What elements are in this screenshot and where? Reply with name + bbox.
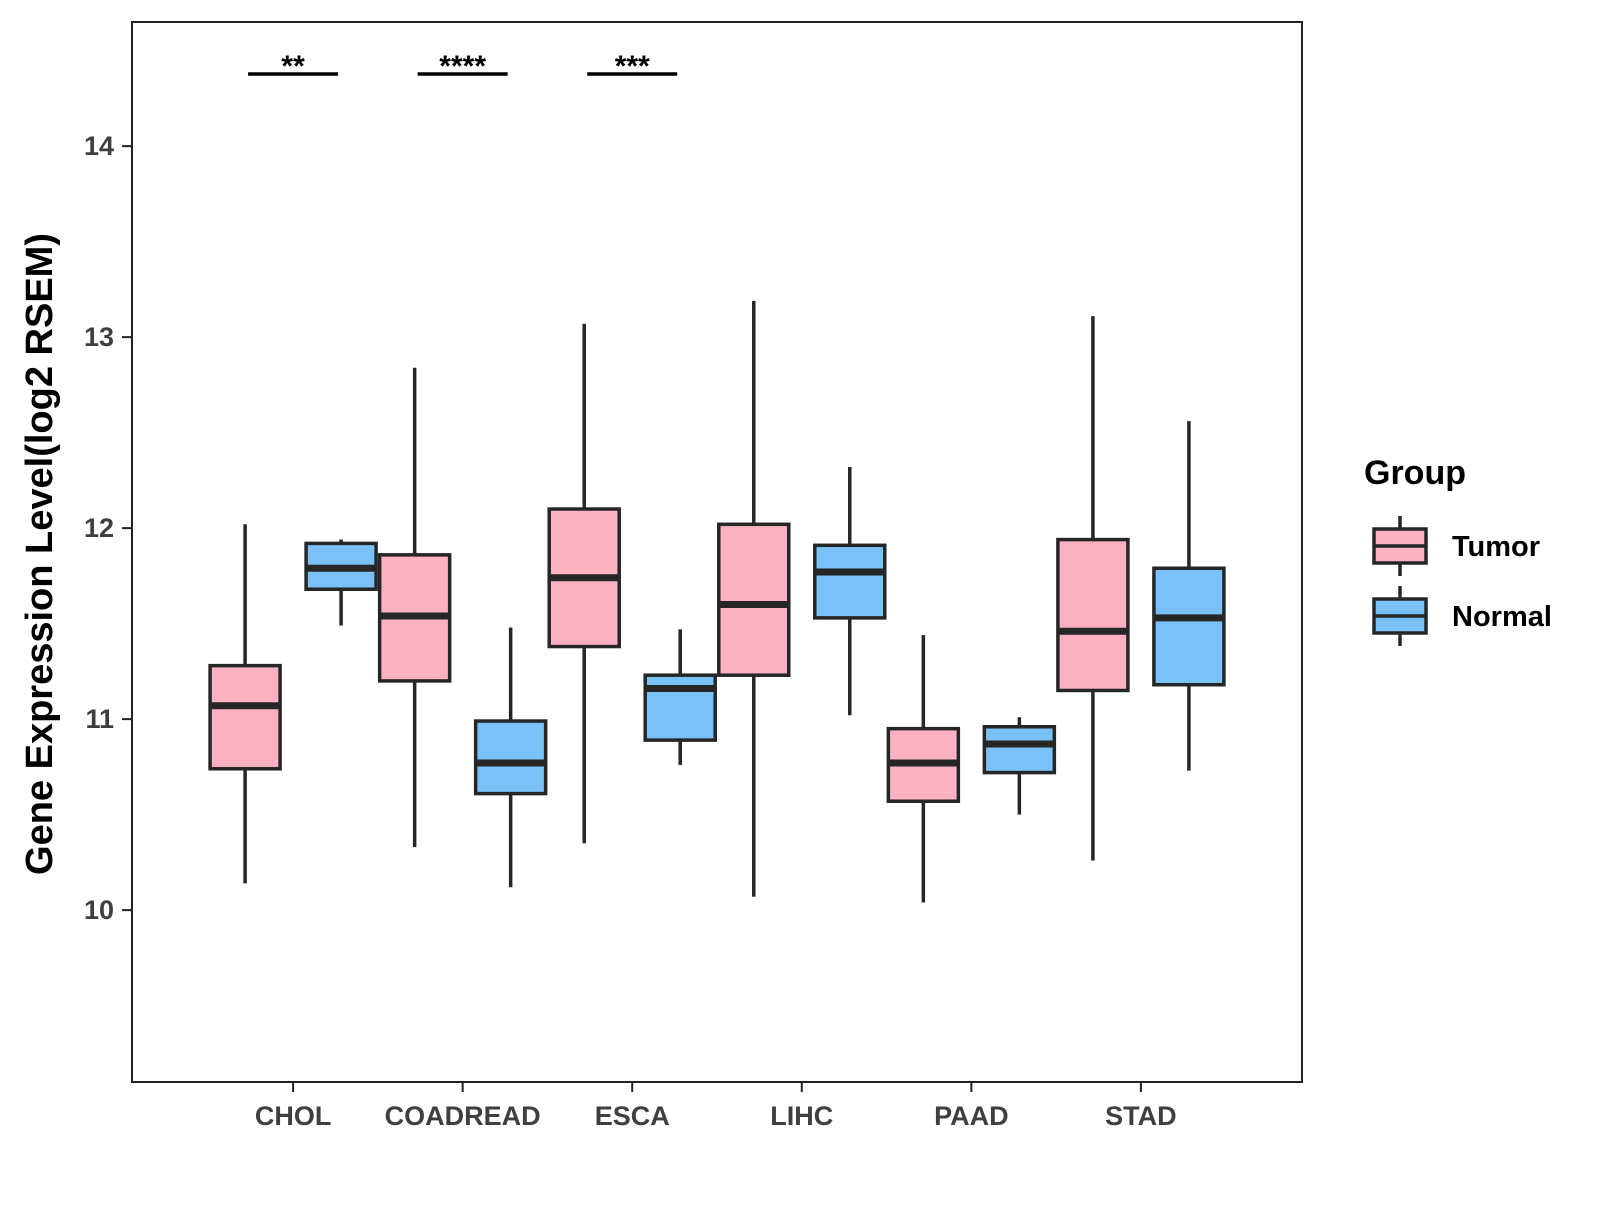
box-normal-chol	[304, 539, 378, 626]
box-tumor-chol	[208, 524, 282, 884]
box-tumor-stad	[1056, 316, 1130, 861]
y-axis-label: Gene Expression Level(log2 RSEM)	[19, 233, 61, 875]
legend-entry-tumor: Tumor	[1372, 516, 1540, 576]
significance-label-esca: ***	[615, 50, 650, 83]
box-normal-stad	[1152, 421, 1226, 771]
box-body	[813, 543, 887, 620]
box-tumor-esca	[547, 323, 621, 844]
x-tick-label-coadread: COADREAD	[385, 1101, 541, 1131]
x-tick-label-stad: STAD	[1105, 1101, 1177, 1131]
box-tumor-lihc	[717, 300, 791, 897]
legend-label-normal: Normal	[1452, 601, 1552, 633]
x-tick-label-lihc: LIHC	[770, 1101, 833, 1131]
box-body	[643, 673, 717, 742]
axes-layer: 10 11 12 13 14 CHOL COADREAD ESCA LIHC PAAD STAD	[84, 131, 1177, 1131]
legend-entry-normal: Normal	[1372, 586, 1552, 646]
box-body	[717, 522, 791, 677]
box-normal-esca	[643, 629, 717, 765]
legend-title: Group	[1364, 454, 1466, 492]
significance-label-coadread: ****	[439, 50, 486, 83]
box-normal-coadread	[473, 627, 548, 888]
x-tick-label-chol: CHOL	[255, 1101, 332, 1131]
y-tick-label: 10	[84, 895, 114, 925]
significance-layer: ** **** ***	[248, 50, 678, 83]
y-tick-label: 13	[84, 322, 114, 352]
significance-label-chol: **	[281, 50, 305, 83]
box-tumor-coadread	[377, 367, 452, 848]
y-tick-label: 12	[84, 513, 114, 543]
box-body	[1056, 537, 1130, 693]
legend: Group Tumor Normal	[1364, 454, 1552, 646]
box-body	[473, 719, 548, 796]
y-tick-label: 14	[84, 131, 114, 161]
legend-label-tumor: Tumor	[1452, 531, 1540, 563]
box-body	[208, 663, 282, 771]
box-body	[982, 725, 1057, 775]
box-normal-paad	[982, 717, 1057, 815]
x-tick-label-paad: PAAD	[934, 1101, 1009, 1131]
box-normal-lihc	[813, 467, 887, 716]
y-tick-label: 11	[85, 704, 114, 734]
boxes-layer	[208, 300, 1226, 903]
box-body	[1152, 566, 1226, 687]
box-tumor-paad	[886, 635, 961, 903]
x-tick-label-esca: ESCA	[595, 1101, 670, 1131]
